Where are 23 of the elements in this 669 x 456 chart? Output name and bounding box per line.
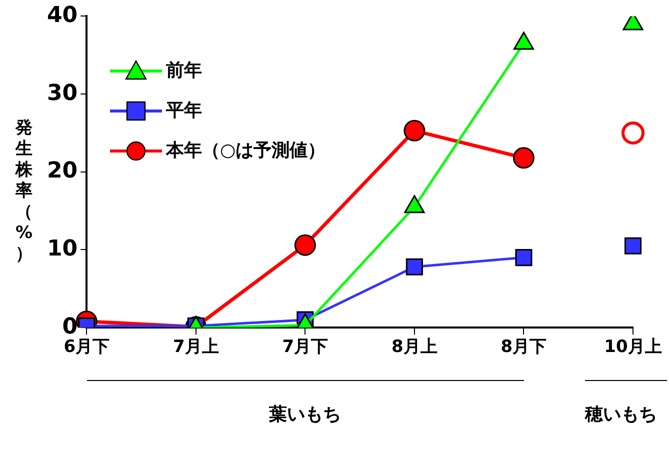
x-tick-label: 8月下 bbox=[500, 337, 547, 358]
x-tick-label: 8月上 bbox=[392, 337, 438, 358]
point bbox=[624, 237, 642, 254]
y-tick-label: 40 bbox=[46, 2, 78, 28]
point bbox=[622, 121, 644, 144]
y-tick-label: 10 bbox=[46, 236, 78, 262]
legend-label: 前年 bbox=[166, 59, 202, 83]
point bbox=[404, 120, 426, 142]
x-tick-label: 7月上 bbox=[172, 337, 219, 358]
x-tick-label: 7月下 bbox=[282, 337, 328, 358]
x-tick-label: 10月上 bbox=[604, 337, 662, 358]
y-tick-label: 0 bbox=[62, 314, 78, 340]
x-tick-label: 6月下 bbox=[64, 337, 110, 358]
legend-label: 本年（○は予測値） bbox=[166, 139, 326, 163]
y-tick-label: 30 bbox=[46, 80, 78, 106]
point bbox=[294, 234, 316, 256]
y-tick-label: 20 bbox=[46, 158, 78, 184]
point bbox=[512, 147, 534, 169]
text: 葉いもち bbox=[269, 402, 342, 426]
legend-label: 平年 bbox=[166, 99, 202, 123]
text: 穂いもち bbox=[585, 402, 657, 426]
y-axis-title: 発生株率（%） bbox=[14, 118, 34, 265]
point bbox=[406, 258, 423, 276]
